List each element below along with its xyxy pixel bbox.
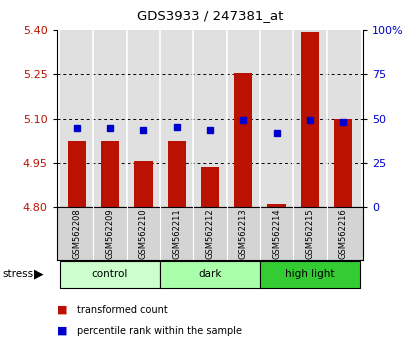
Text: stress: stress xyxy=(2,269,33,279)
Bar xyxy=(260,30,293,207)
Text: dark: dark xyxy=(198,269,222,279)
Text: GSM562214: GSM562214 xyxy=(272,209,281,259)
Bar xyxy=(334,119,352,207)
Bar xyxy=(168,141,186,207)
Text: GSM562210: GSM562210 xyxy=(139,209,148,259)
Text: transformed count: transformed count xyxy=(77,305,168,315)
Text: GSM562213: GSM562213 xyxy=(239,209,248,259)
Bar xyxy=(227,30,260,207)
Bar xyxy=(68,141,86,207)
Text: GSM562216: GSM562216 xyxy=(339,209,348,259)
Bar xyxy=(234,73,252,207)
Bar xyxy=(301,32,319,207)
Bar xyxy=(293,30,327,207)
Bar xyxy=(101,141,119,207)
FancyBboxPatch shape xyxy=(60,261,160,288)
Bar xyxy=(268,204,286,207)
Bar xyxy=(127,30,160,207)
Bar xyxy=(134,161,152,207)
Bar xyxy=(327,30,360,207)
Text: percentile rank within the sample: percentile rank within the sample xyxy=(77,326,242,336)
Text: ■: ■ xyxy=(57,305,67,315)
Bar xyxy=(93,30,127,207)
FancyBboxPatch shape xyxy=(160,261,260,288)
FancyBboxPatch shape xyxy=(260,261,360,288)
Bar xyxy=(201,167,219,207)
Text: GSM562212: GSM562212 xyxy=(205,209,215,259)
Text: high light: high light xyxy=(285,269,335,279)
Bar xyxy=(60,30,93,207)
Text: GSM562208: GSM562208 xyxy=(72,209,81,259)
Text: GSM562209: GSM562209 xyxy=(105,209,115,259)
Bar xyxy=(193,30,227,207)
Bar xyxy=(160,30,193,207)
Text: ■: ■ xyxy=(57,326,67,336)
Text: GDS3933 / 247381_at: GDS3933 / 247381_at xyxy=(137,9,283,22)
Text: GSM562215: GSM562215 xyxy=(305,209,315,259)
Text: control: control xyxy=(92,269,128,279)
Text: GSM562211: GSM562211 xyxy=(172,209,181,259)
Text: ▶: ▶ xyxy=(34,268,44,281)
